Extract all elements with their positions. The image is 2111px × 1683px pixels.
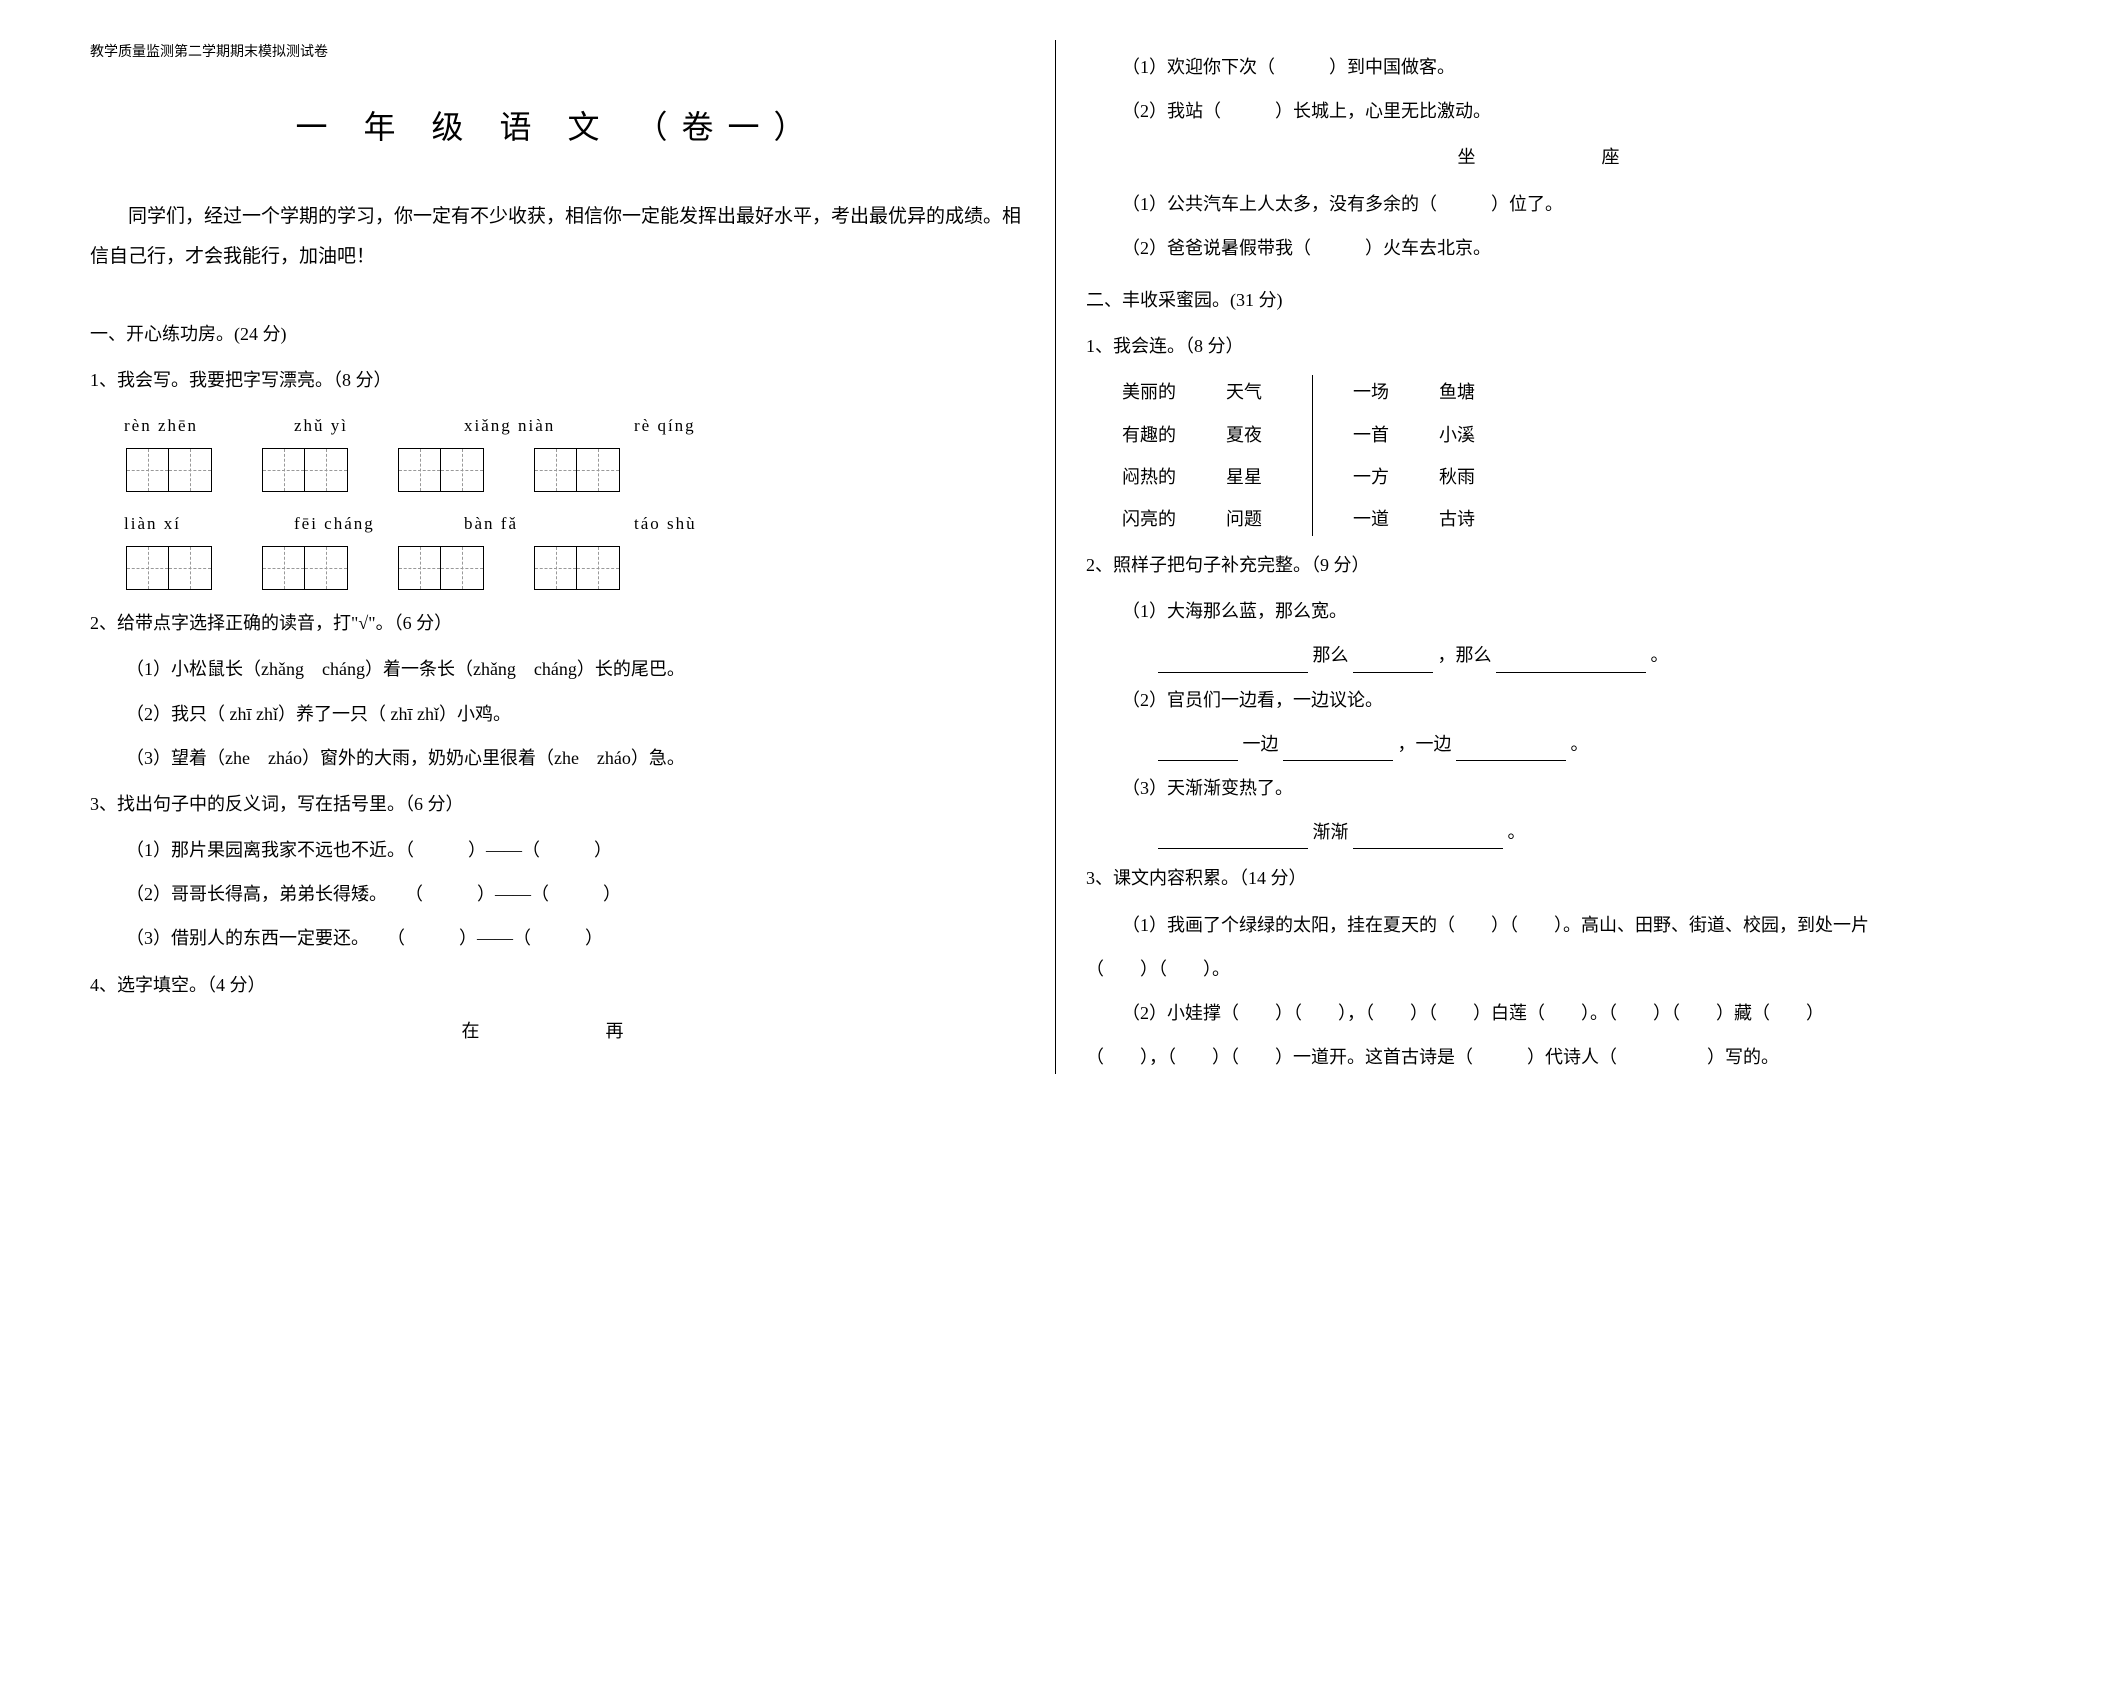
q2-item: （1）小松鼠长（zhǎng cháng）着一条长（zhǎng cháng）长的尾… [126,652,1025,686]
text-fragment: 渐渐 [1313,822,1349,842]
s2q3-item2: （2）小娃撑（ ）（ ），（ ）（ ）白莲（ ）。（ ）（ ）藏（ ） [1122,996,2021,1030]
match-cell[interactable]: 一道 [1353,502,1389,536]
blank-input[interactable] [1158,739,1238,761]
s2q3-item1: （1）我画了个绿绿的太阳，挂在夏天的（ ）（ ）。高山、田野、街道、校园，到处一… [1122,908,2021,942]
match-cell[interactable]: 小溪 [1439,418,1475,452]
pinyin-row-2: liàn xí fēi cháng bàn fǎ táo shù [124,508,1025,540]
match-col-noun-left: 天气 夏夜 星星 问题 [1226,375,1262,536]
q3-item: （1）那片果园离我家不远也不近。（ ）——（ ） [126,833,1025,867]
text-fragment: ，一边 [1398,734,1452,754]
s2q3-item2-tail: （ ），（ ）（ ）一道开。这首古诗是（ ）代诗人（ ）写的。 [1086,1040,2021,1074]
exam-title: 一 年 级 语 文 （卷一） [90,97,1025,158]
match-cell[interactable]: 星星 [1226,460,1262,494]
match-cell[interactable]: 鱼塘 [1439,375,1475,409]
section-2-title: 二、丰收采蜜园。(31 分) [1086,283,2021,317]
q4-pair2-item: （2）爸爸说暑假带我（ ）火车去北京。 [1122,231,2021,265]
match-cell[interactable]: 夏夜 [1226,418,1262,452]
char-grid[interactable] [534,546,620,590]
match-cell[interactable]: 一场 [1353,375,1389,409]
page-header: 教学质量监测第二学期期末模拟测试卷 [90,40,1025,67]
blank-input[interactable] [1158,651,1308,673]
blank-input[interactable] [1353,828,1503,850]
intro-paragraph: 同学们，经过一个学期的学习，你一定有不少收获，相信你一定能发挥出最好水平，考出最… [90,197,1025,277]
exam-page: 教学质量监测第二学期期末模拟测试卷 一 年 级 语 文 （卷一） 同学们，经过一… [60,40,2051,1074]
char-grid[interactable] [126,448,212,492]
s2q3-item1-tail: （ ）（ ）。 [1086,952,2021,986]
q1-title: 1、我会写。我要把字写漂亮。（8 分） [90,363,1025,397]
s2q2-item3-label: （3）天渐渐变热了。 [1122,771,2021,805]
q3-item: （2）哥哥长得高，弟弟长得矮。 （ ）——（ ） [126,877,1025,911]
char-grid[interactable] [398,448,484,492]
char-grid[interactable] [262,546,348,590]
s2q1-title: 1、我会连。（8 分） [1086,329,2021,363]
s2q2-item1-label: （1）大海那么蓝，那么宽。 [1122,594,2021,628]
s2q2-item1-blank: 那么 ，那么 。 [1158,638,2021,672]
q2-title: 2、给带点字选择正确的读音，打"√"。（6 分） [90,606,1025,640]
q2-item: （2）我只（ zhī zhǐ）养了一只（ zhī zhǐ）小鸡。 [126,697,1025,731]
char-grid-row-1 [126,448,1025,492]
q3-item: （3）借别人的东西一定要还。 （ ）——（ ） [126,921,1025,955]
match-cell[interactable]: 天气 [1226,375,1262,409]
char-grid[interactable] [262,448,348,492]
left-column: 教学质量监测第二学期期末模拟测试卷 一 年 级 语 文 （卷一） 同学们，经过一… [60,40,1056,1074]
pinyin-cell: bàn fǎ [464,508,584,540]
match-cell[interactable]: 美丽的 [1122,375,1176,409]
blank-input[interactable] [1283,739,1393,761]
q4-pair1-item: （1）欢迎你下次（ ）到中国做客。 [1122,50,2021,84]
char-grid[interactable] [534,448,620,492]
s2q2-item2-label: （2）官员们一边看，一边议论。 [1122,683,2021,717]
match-cell[interactable]: 秋雨 [1439,460,1475,494]
text-fragment: 。 [1651,645,1669,665]
match-col-adj: 美丽的 有趣的 闷热的 闪亮的 [1122,375,1176,536]
text-fragment: 。 [1508,822,1526,842]
section-1-title: 一、开心练功房。(24 分) [90,317,1025,351]
q2-item: （3）望着（zhe zháo）窗外的大雨，奶奶心里很着（zhe zháo）急。 [126,741,1025,775]
s2q2-item3-blank: 渐渐 。 [1158,815,2021,849]
match-cell[interactable]: 古诗 [1439,502,1475,536]
pinyin-cell: rè qíng [634,410,754,442]
right-column: （1）欢迎你下次（ ）到中国做客。 （2）我站（ ）长城上，心里无比激动。 坐 … [1056,40,2051,1074]
s2q2-item2-blank: 一边 ，一边 。 [1158,727,2021,761]
pinyin-cell: fēi cháng [294,508,414,540]
blank-input[interactable] [1496,651,1646,673]
match-cell[interactable]: 一首 [1353,418,1389,452]
blank-input[interactable] [1456,739,1566,761]
match-col-noun-right: 鱼塘 小溪 秋雨 古诗 [1439,375,1475,536]
s2q3-title: 3、课文内容积累。（14 分） [1086,861,2021,895]
match-cell[interactable]: 闪亮的 [1122,502,1176,536]
text-fragment: 那么 [1313,645,1349,665]
match-cell[interactable]: 一方 [1353,460,1389,494]
pinyin-row-1: rèn zhēn zhǔ yì xiǎng niàn rè qíng [124,410,1025,442]
q4-pair2-item: （1）公共汽车上人太多，没有多余的（ ）位了。 [1122,187,2021,221]
match-table: 美丽的 有趣的 闷热的 闪亮的 天气 夏夜 星星 问题 一场 一首 一方 一道 … [1122,375,2021,536]
match-divider [1312,375,1313,536]
char-pair-2: 坐 座 [1086,140,2021,174]
q4-pair1-item: （2）我站（ ）长城上，心里无比激动。 [1122,94,2021,128]
text-fragment: ，那么 [1438,645,1492,665]
s2q2-title: 2、照样子把句子补充完整。（9 分） [1086,548,2021,582]
pinyin-cell: táo shù [634,508,754,540]
match-cell[interactable]: 有趣的 [1122,418,1176,452]
match-col-measure: 一场 一首 一方 一道 [1353,375,1389,536]
q3-title: 3、找出句子中的反义词，写在括号里。（6 分） [90,787,1025,821]
blank-input[interactable] [1158,828,1308,850]
match-cell[interactable]: 闷热的 [1122,460,1176,494]
char-grid-row-2 [126,546,1025,590]
pinyin-cell: xiǎng niàn [464,410,584,442]
char-grid[interactable] [398,546,484,590]
pinyin-cell: rèn zhēn [124,410,244,442]
text-fragment: 。 [1571,734,1589,754]
char-pair-1: 在 再 [90,1014,1025,1048]
pinyin-cell: liàn xí [124,508,244,540]
match-cell[interactable]: 问题 [1226,502,1262,536]
blank-input[interactable] [1353,651,1433,673]
pinyin-cell: zhǔ yì [294,410,414,442]
q4-title: 4、选字填空。（4 分） [90,968,1025,1002]
text-fragment: 一边 [1243,734,1279,754]
char-grid[interactable] [126,546,212,590]
